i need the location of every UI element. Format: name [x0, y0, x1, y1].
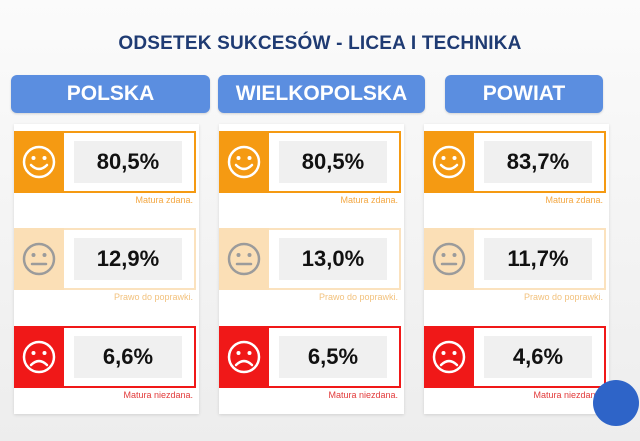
smiley-happy-icon	[219, 131, 269, 193]
panel-wielkopolska: 80,5% Matura zdana. 13,0% Prawo do popra…	[219, 124, 404, 414]
header-powiat: POWIAT	[445, 75, 603, 113]
value-box: 6,6%	[64, 326, 196, 388]
percentage-value: 11,7%	[484, 238, 592, 280]
value-box: 80,5%	[64, 131, 196, 193]
caption: Prawo do poprawki.	[113, 292, 193, 302]
slide-title: ODSETEK SUKCESÓW - LICEA I TECHNIKA	[118, 33, 522, 54]
smiley-happy-icon	[424, 131, 474, 193]
value-box: 12,9%	[64, 228, 196, 290]
smiley-sad-icon	[14, 326, 64, 388]
panel-powiat: 83,7% Matura zdana. 11,7% Prawo do popra…	[424, 124, 609, 414]
value-box: 13,0%	[269, 228, 401, 290]
value-box: 6,5%	[269, 326, 401, 388]
value-box: 80,5%	[269, 131, 401, 193]
caption: Matura niezdana.	[328, 390, 398, 400]
caption: Prawo do poprawki.	[318, 292, 398, 302]
smiley-sad-icon	[219, 326, 269, 388]
header-polska: POLSKA	[11, 75, 210, 113]
navigation-button[interactable]	[593, 380, 639, 426]
smiley-neutral-icon	[14, 228, 64, 290]
value-box: 83,7%	[474, 131, 606, 193]
header-wielkopolska: WIELKOPOLSKA	[218, 75, 425, 113]
value-box: 11,7%	[474, 228, 606, 290]
percentage-value: 4,6%	[484, 336, 592, 378]
percentage-value: 12,9%	[74, 238, 182, 280]
caption: Matura zdana.	[545, 195, 603, 205]
smiley-neutral-icon	[219, 228, 269, 290]
panel-polska: 80,5% Matura zdana. 12,9% Prawo do popra…	[14, 124, 199, 414]
header-label: POWIAT	[482, 82, 566, 105]
smiley-happy-icon	[14, 131, 64, 193]
caption: Matura niezdana.	[533, 390, 603, 400]
percentage-value: 80,5%	[74, 141, 182, 183]
caption: Prawo do poprawki.	[523, 292, 603, 302]
caption: Matura zdana.	[340, 195, 398, 205]
percentage-value: 6,6%	[74, 336, 182, 378]
percentage-value: 80,5%	[279, 141, 387, 183]
percentage-value: 83,7%	[484, 141, 592, 183]
header-label: POLSKA	[66, 82, 155, 105]
caption: Matura niezdana.	[123, 390, 193, 400]
percentage-value: 6,5%	[279, 336, 387, 378]
caption: Matura zdana.	[135, 195, 193, 205]
percentage-value: 13,0%	[279, 238, 387, 280]
header-label: WIELKOPOLSKA	[235, 82, 408, 105]
smiley-sad-icon	[424, 326, 474, 388]
smiley-neutral-icon	[424, 228, 474, 290]
value-box: 4,6%	[474, 326, 606, 388]
